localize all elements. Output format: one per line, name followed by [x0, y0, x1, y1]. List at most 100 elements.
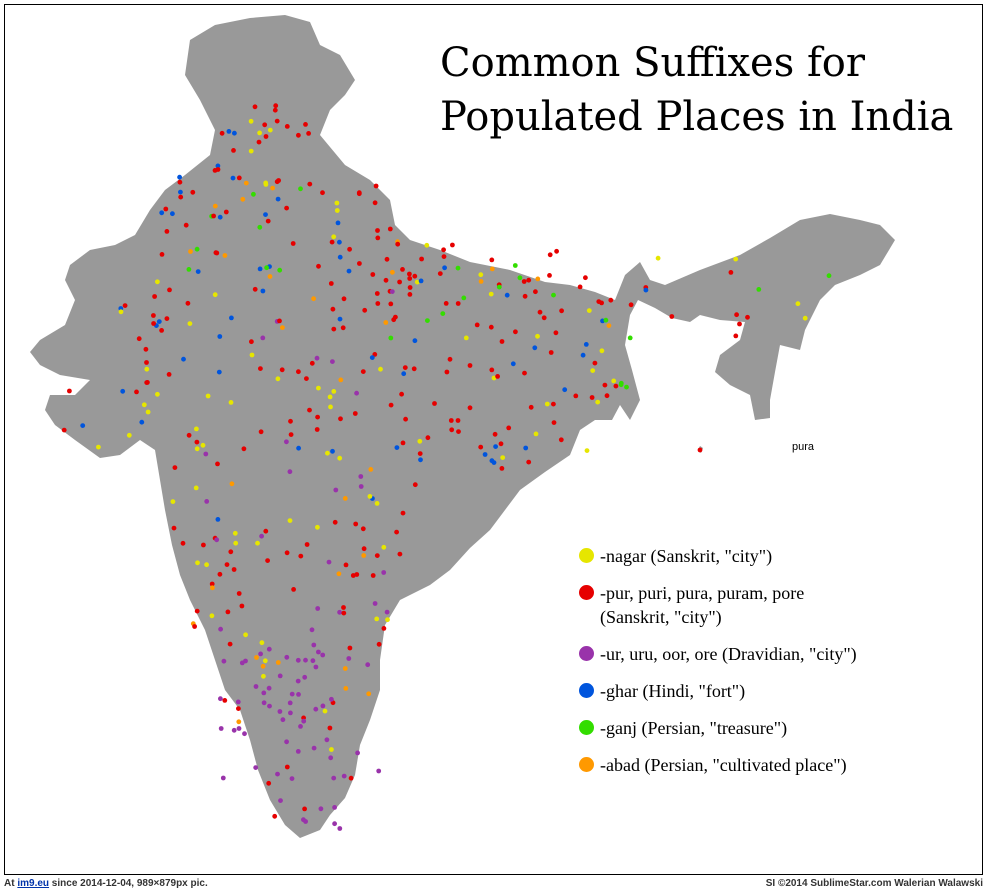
legend-label: -ganj (Persian, "treasure"): [600, 718, 788, 738]
place-dot: [388, 335, 394, 341]
place-dot: [512, 263, 518, 268]
place-dot: [331, 326, 337, 332]
place-dot: [260, 335, 266, 341]
place-dot: [387, 226, 393, 232]
place-dot: [361, 546, 367, 552]
place-dot: [346, 656, 352, 661]
place-dot: [592, 360, 598, 366]
place-dot: [327, 725, 333, 731]
place-dot: [467, 363, 473, 368]
place-dot: [523, 445, 529, 451]
place-dot: [279, 367, 285, 373]
red-dot-icon: [579, 585, 594, 600]
place-dot: [144, 360, 149, 365]
place-dot: [295, 657, 301, 663]
place-dot: [795, 301, 801, 307]
place-dot: [288, 418, 293, 424]
place-dot: [361, 553, 367, 558]
place-dot: [284, 205, 289, 211]
place-dot: [277, 673, 283, 679]
place-dot: [163, 206, 169, 212]
place-dot: [348, 775, 354, 781]
place-dot: [375, 228, 380, 233]
place-dot: [243, 180, 249, 186]
place-dot: [547, 252, 553, 258]
orange-dot-icon: [579, 757, 594, 772]
place-dot: [400, 267, 405, 272]
place-dot: [733, 333, 739, 339]
place-dot: [418, 278, 424, 284]
place-dot: [489, 458, 495, 464]
place-dot: [203, 451, 209, 457]
place-dot: [580, 352, 586, 358]
place-dot: [155, 391, 160, 397]
place-dot: [296, 445, 301, 451]
place-dot: [241, 446, 247, 452]
place-dot: [255, 540, 260, 546]
place-dot: [463, 335, 469, 341]
place-dot: [441, 247, 446, 253]
place-dot: [302, 806, 307, 812]
pura-label: pura: [792, 441, 815, 453]
place-dot: [533, 289, 538, 295]
place-dot: [217, 334, 223, 339]
place-dot: [217, 571, 223, 577]
place-dot: [209, 613, 215, 619]
place-dot: [559, 308, 564, 314]
place-dot: [295, 678, 301, 684]
place-dot: [67, 388, 72, 394]
place-dot: [243, 658, 248, 664]
place-dot: [270, 185, 275, 191]
place-dot: [355, 750, 360, 756]
place-dot: [236, 591, 242, 596]
place-dot: [440, 311, 446, 316]
place-dot: [373, 183, 379, 189]
place-dot: [215, 517, 221, 522]
place-dot: [335, 220, 341, 226]
place-dot: [604, 393, 610, 399]
place-dot: [333, 487, 339, 493]
place-dot: [643, 287, 649, 293]
place-dot: [332, 519, 338, 525]
place-dot: [193, 485, 199, 491]
place-dot: [320, 703, 326, 709]
place-dot: [220, 775, 226, 781]
place-dot: [217, 214, 223, 220]
place-dot: [441, 254, 447, 259]
place-dot: [737, 321, 742, 327]
place-dot: [407, 292, 413, 297]
place-dot: [347, 645, 353, 651]
place-dot: [278, 798, 283, 803]
place-dot: [210, 585, 215, 591]
place-dot: [302, 674, 308, 680]
place-dot: [314, 355, 320, 361]
place-dot: [383, 277, 389, 283]
place-dot: [314, 427, 320, 432]
place-dot: [384, 256, 390, 262]
place-dot: [584, 448, 590, 453]
place-dot: [183, 222, 189, 228]
place-dot: [212, 203, 218, 209]
legend-label: -pur, puri, pura, puram, pore (Sanskrit,…: [600, 583, 805, 627]
place-dot: [170, 499, 176, 504]
place-dot: [474, 322, 480, 328]
place-dot: [228, 549, 234, 555]
place-dot: [499, 466, 505, 471]
place-dot: [329, 747, 334, 752]
place-dot: [448, 418, 454, 423]
place-dot: [275, 771, 280, 777]
source-link[interactable]: im9.eu: [17, 878, 50, 889]
legend-label: -ur, uru, oor, ore (Dravidian, "city"): [600, 644, 857, 664]
place-dot: [492, 431, 498, 437]
legend-item-ur: -ur, uru, oor, ore (Dravidian, "city"): [576, 642, 956, 666]
place-dot: [216, 369, 222, 375]
legend-label: -nagar (Sanskrit, "city"): [600, 546, 773, 566]
place-dot: [376, 641, 382, 647]
place-dot: [215, 167, 221, 172]
place-dot: [374, 501, 380, 506]
place-dot: [313, 664, 319, 670]
place-dot: [236, 719, 242, 725]
place-dot: [139, 419, 145, 425]
place-dot: [289, 776, 295, 781]
place-dot: [496, 284, 502, 290]
